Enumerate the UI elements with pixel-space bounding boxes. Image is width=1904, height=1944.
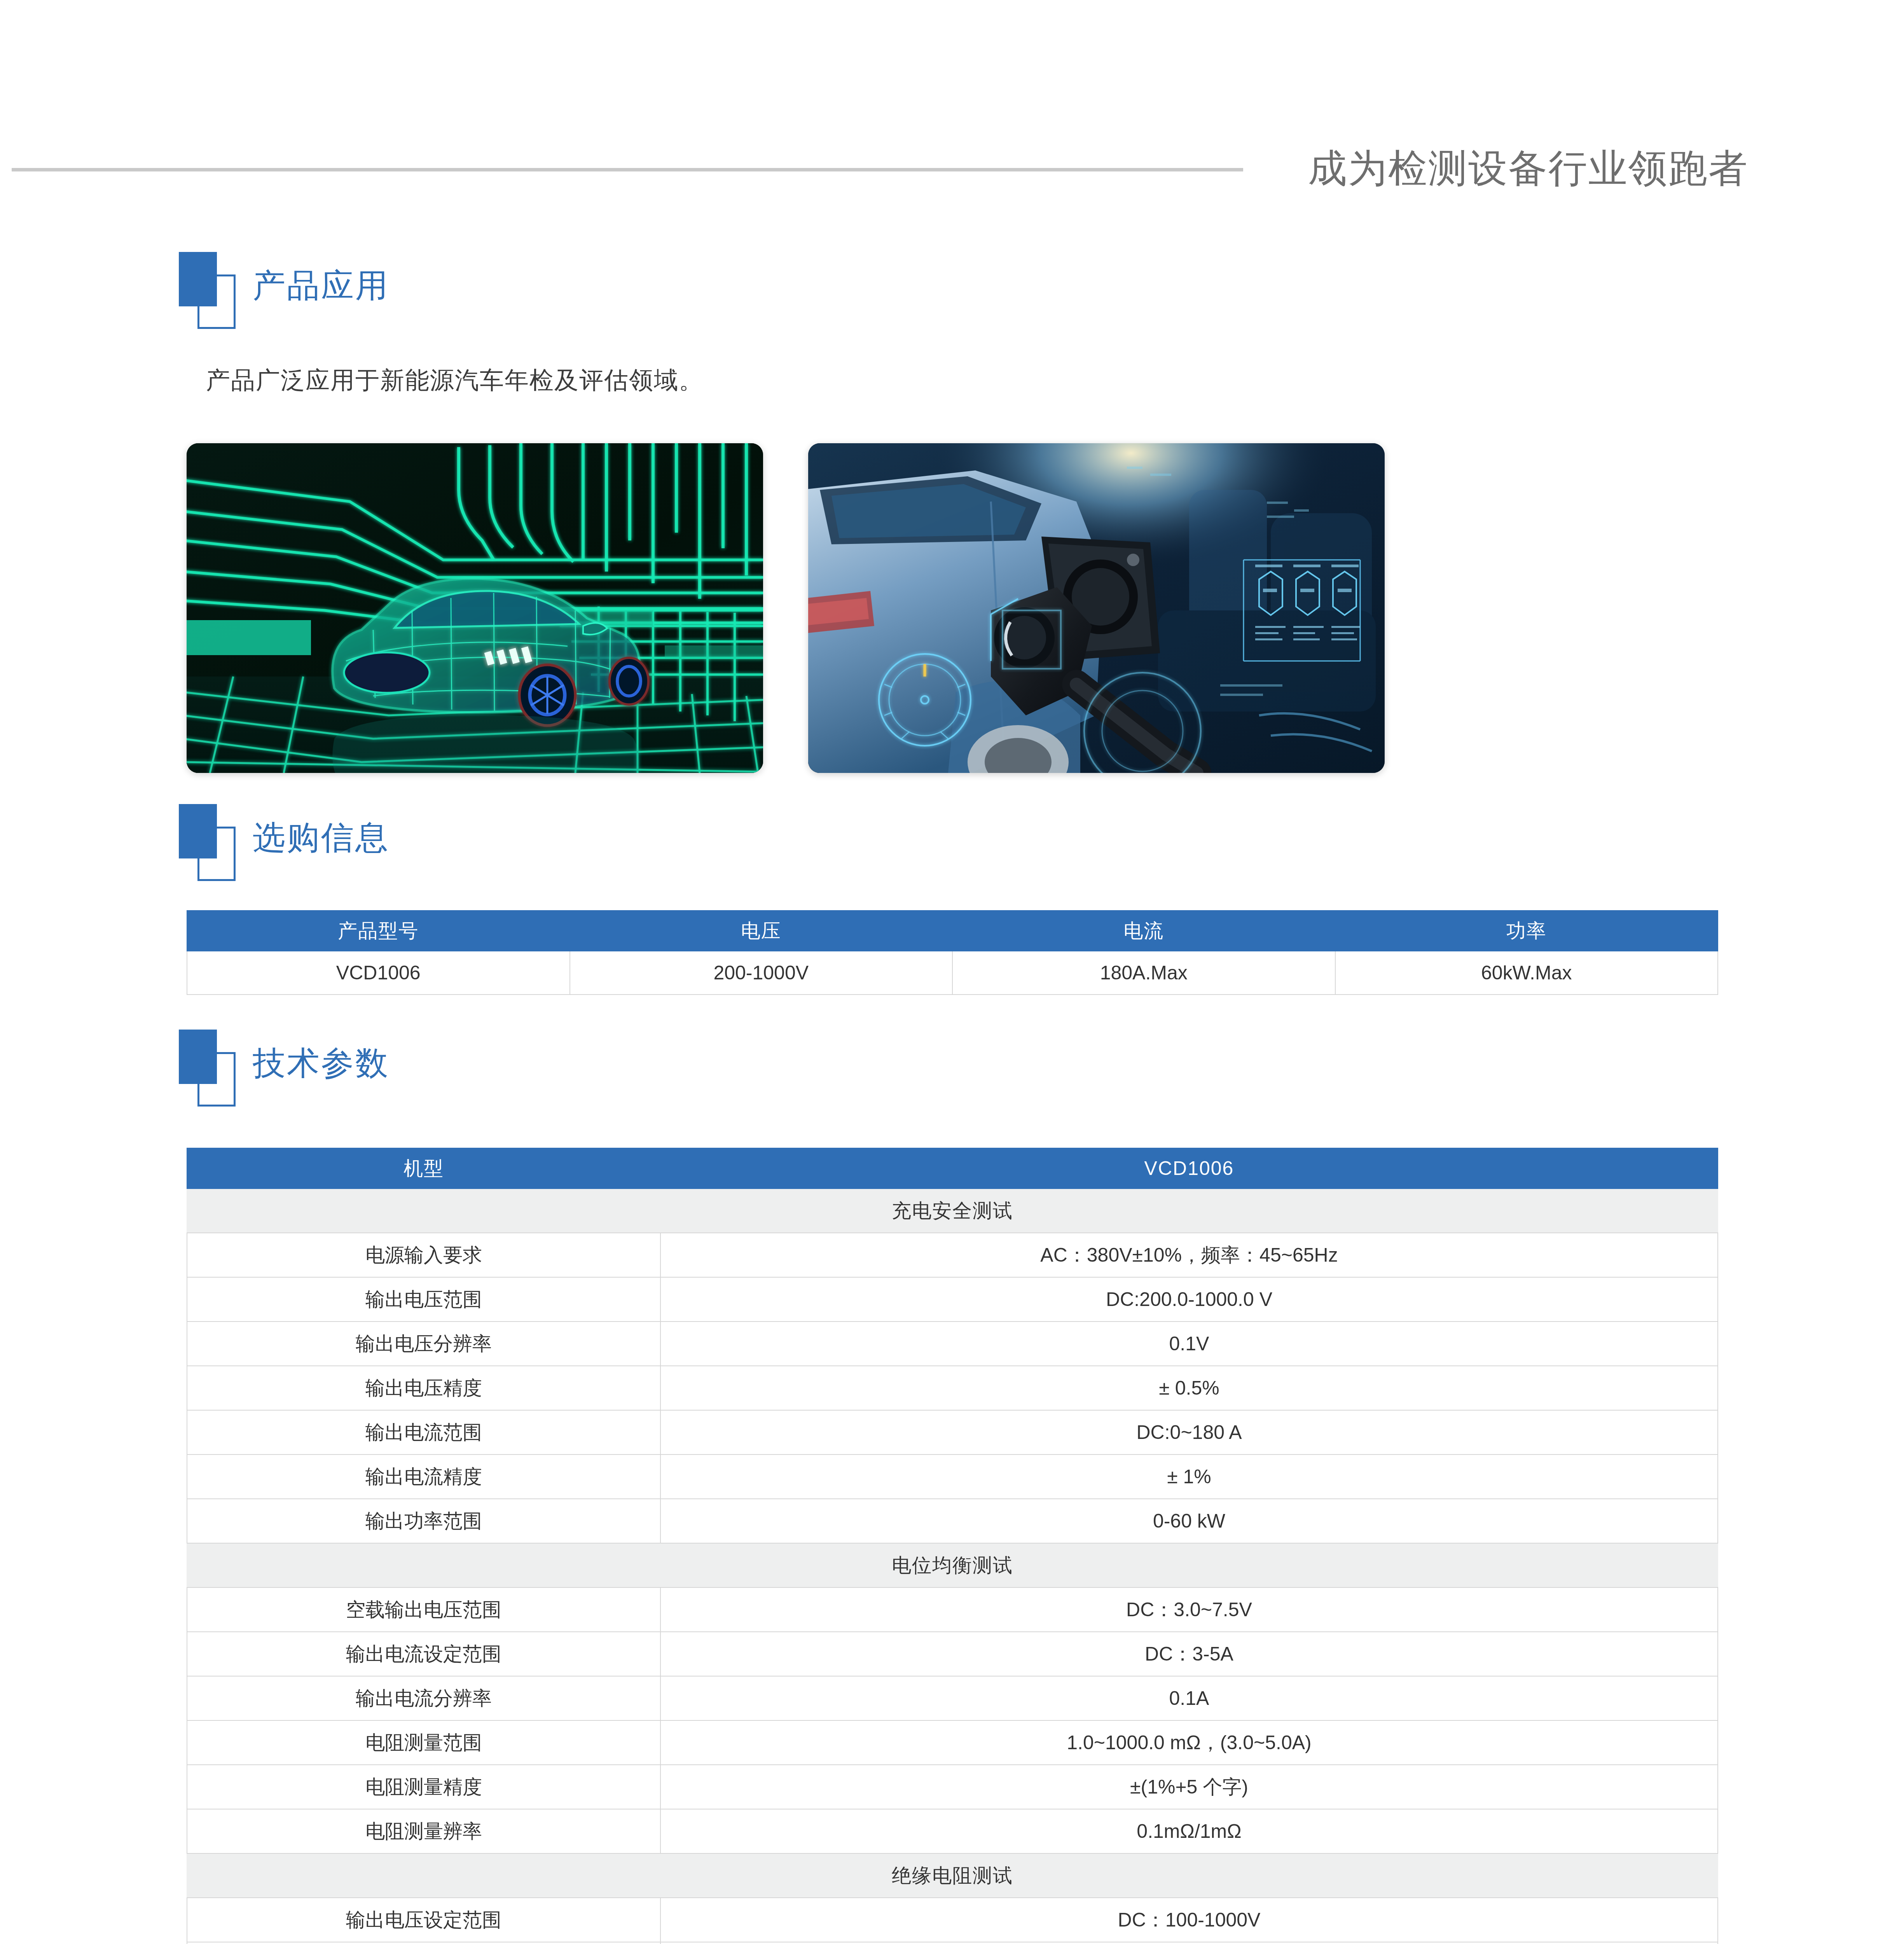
spec-parameter-label: 电阻测量精度 [187, 1765, 660, 1809]
spec-parameter-value: DC:200.0-1000.0 V [660, 1277, 1718, 1322]
outline-square-icon [197, 1052, 236, 1107]
table-row: 空载输出电压范围DC：3.0~7.5V [187, 1587, 1718, 1632]
section-heading-specs: 技术参数 [179, 1026, 390, 1100]
spec-parameter-label: 电源输入要求 [187, 1233, 660, 1277]
application-image-neon-car [187, 443, 763, 773]
section-heading-application: 产品应用 [179, 249, 390, 323]
spec-parameter-value: DC：3.0~7.5V [660, 1587, 1718, 1632]
spec-parameter-value: ± 0.5% [660, 1366, 1718, 1410]
spec-parameter-label: 额定输出负载 [187, 1942, 660, 1944]
ev-charging-hud-illustration [808, 443, 1385, 773]
spec-parameter-label: 输出电压分辨率 [187, 1322, 660, 1366]
table-row: 电阻测量范围1.0~1000.0 mΩ，(3.0~5.0A) [187, 1720, 1718, 1765]
column-header-power: 功率 [1335, 911, 1718, 951]
spec-parameter-label: 输出电压精度 [187, 1366, 660, 1410]
cell-power: 60kW.Max [1335, 951, 1718, 995]
table-row: 输出电流分辨率0.1A [187, 1676, 1718, 1720]
table-row: 电阻测量辨率0.1mΩ/1mΩ [187, 1809, 1718, 1853]
spec-parameter-value: 0.1V [660, 1322, 1718, 1366]
table-row: 额定输出负载1000VDC/1GΩ [187, 1942, 1718, 1944]
page-header-title: 成为检测设备行业领跑者 [1308, 144, 1749, 192]
column-header-model: 产品型号 [187, 911, 570, 951]
table-row: 输出电压范围DC:200.0-1000.0 V [187, 1277, 1718, 1322]
column-header-machine-type: 机型 [187, 1148, 660, 1189]
table-row: VCD1006 200-1000V 180A.Max 60kW.Max [187, 951, 1718, 995]
spec-parameter-label: 输出电流设定范围 [187, 1632, 660, 1676]
spec-parameter-value: AC：380V±10%，频率：45~65Hz [660, 1233, 1718, 1277]
spec-parameter-value: 1.0~1000.0 mΩ，(3.0~5.0A) [660, 1720, 1718, 1765]
table-row: 电源输入要求AC：380V±10%，频率：45~65Hz [187, 1233, 1718, 1277]
spec-parameter-label: 输出功率范围 [187, 1499, 660, 1543]
spec-group-row: 电位均衡测试 [187, 1543, 1718, 1587]
spec-parameter-label: 电阻测量辨率 [187, 1809, 660, 1853]
spec-parameter-value: ±(1%+5 个字) [660, 1765, 1718, 1809]
column-header-current: 电流 [952, 911, 1335, 951]
technical-specifications-table: 机型 VCD1006 充电安全测试电源输入要求AC：380V±10%，频率：45… [187, 1148, 1718, 1944]
spec-parameter-label: 输出电流范围 [187, 1410, 660, 1455]
spec-parameter-value: 1000VDC/1GΩ [660, 1942, 1718, 1944]
table-header-row: 产品型号 电压 电流 功率 [187, 911, 1718, 951]
application-image-ev-charging [808, 443, 1385, 773]
spec-parameter-value: 0.1A [660, 1676, 1718, 1720]
table-row: 输出电压精度± 0.5% [187, 1366, 1718, 1410]
section-square-marker-icon [179, 252, 244, 320]
spec-parameter-label: 输出电流精度 [187, 1455, 660, 1499]
outline-square-icon [197, 274, 236, 329]
spec-parameter-label: 电阻测量范围 [187, 1720, 660, 1765]
spec-parameter-value: 0-60 kW [660, 1499, 1718, 1543]
spec-parameter-label: 输出电流分辨率 [187, 1676, 660, 1720]
spec-parameter-value: DC：3-5A [660, 1632, 1718, 1676]
spec-parameter-value: 0.1mΩ/1mΩ [660, 1809, 1718, 1853]
ordering-information-table: 产品型号 电压 电流 功率 VCD1006 200-1000V 180A.Max… [187, 910, 1718, 995]
spec-parameter-value: ± 1% [660, 1455, 1718, 1499]
section-title-ordering: 选购信息 [253, 816, 390, 860]
neon-wireframe-car-illustration [187, 443, 763, 773]
spec-parameter-label: 输出电压范围 [187, 1277, 660, 1322]
header-divider-rule [12, 168, 1243, 171]
table-row: 电阻测量精度±(1%+5 个字) [187, 1765, 1718, 1809]
spec-group-row: 充电安全测试 [187, 1189, 1718, 1233]
application-lead-paragraph: 产品广泛应用于新能源汽车年检及评估领域。 [206, 364, 704, 397]
outline-square-icon [197, 827, 236, 881]
spec-group-row: 绝缘电阻测试 [187, 1853, 1718, 1898]
table-row: 输出电压分辨率0.1V [187, 1322, 1718, 1366]
section-square-marker-icon [179, 1030, 244, 1098]
section-title-specs: 技术参数 [253, 1041, 390, 1086]
table-header-row: 机型 VCD1006 [187, 1148, 1718, 1189]
spec-group-label: 绝缘电阻测试 [187, 1853, 1718, 1898]
table-row: 输出电压设定范围DC：100-1000V [187, 1898, 1718, 1942]
cell-model: VCD1006 [187, 951, 570, 995]
cell-voltage: 200-1000V [570, 951, 953, 995]
section-square-marker-icon [179, 804, 244, 872]
cell-current: 180A.Max [952, 951, 1335, 995]
column-header-voltage: 电压 [570, 911, 953, 951]
spec-group-label: 电位均衡测试 [187, 1543, 1718, 1587]
table-row: 输出电流范围DC:0~180 A [187, 1410, 1718, 1455]
spec-parameter-label: 输出电压设定范围 [187, 1898, 660, 1942]
table-row: 输出电流设定范围DC：3-5A [187, 1632, 1718, 1676]
spec-table-body: 充电安全测试电源输入要求AC：380V±10%，频率：45~65Hz输出电压范围… [187, 1189, 1718, 1944]
section-heading-ordering: 选购信息 [179, 801, 390, 875]
application-image-gallery [187, 443, 1385, 773]
table-row: 输出电流精度± 1% [187, 1455, 1718, 1499]
spec-parameter-value: DC：100-1000V [660, 1898, 1718, 1942]
spec-group-label: 充电安全测试 [187, 1189, 1718, 1233]
section-title-application: 产品应用 [253, 264, 390, 308]
page-header: 成为检测设备行业领跑者 [0, 0, 1904, 202]
table-row: 输出功率范围0-60 kW [187, 1499, 1718, 1543]
spec-parameter-value: DC:0~180 A [660, 1410, 1718, 1455]
spec-parameter-label: 空载输出电压范围 [187, 1587, 660, 1632]
column-header-model-value: VCD1006 [660, 1148, 1718, 1189]
